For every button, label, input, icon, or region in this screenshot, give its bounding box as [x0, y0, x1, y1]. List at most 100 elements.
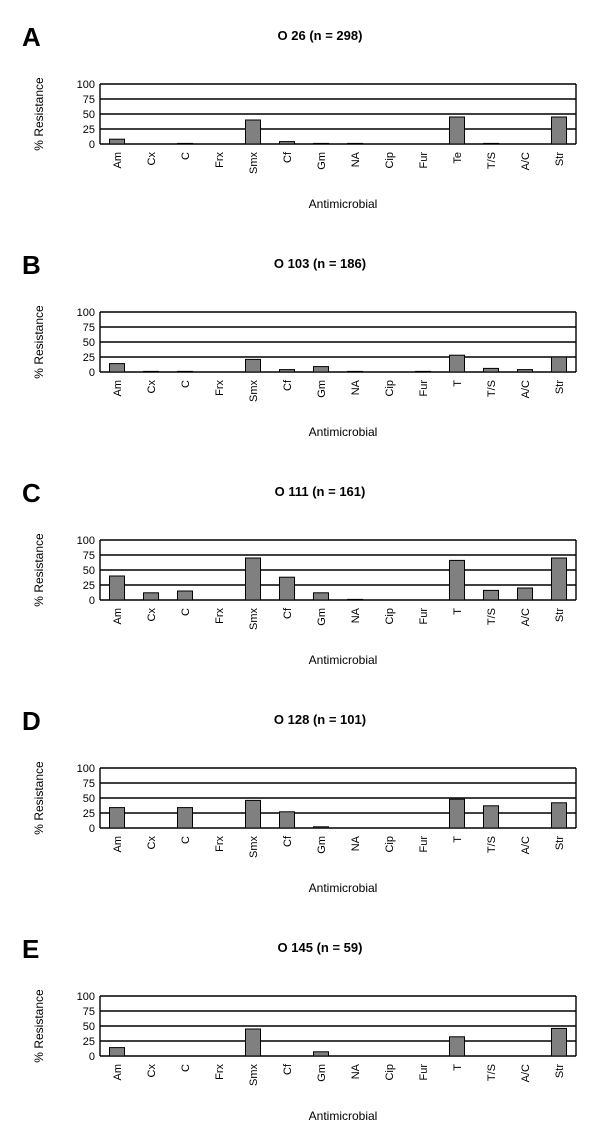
x-tick-label: Cip — [384, 836, 396, 853]
y-tick-label: 25 — [83, 124, 95, 136]
panel-b: B O 103 (n = 186) 0 25 50 75 100 Am Cx C Frx Smx C… — [0, 250, 600, 460]
bar — [279, 576, 295, 601]
x-tick-label: Fur — [418, 836, 430, 853]
x-tick-label: Frx — [214, 608, 226, 624]
x-tick-label: Gm — [316, 152, 328, 170]
bar — [177, 590, 193, 601]
y-tick-label: 50 — [83, 793, 95, 805]
x-tick-label: A/C — [520, 380, 532, 398]
bar — [313, 592, 329, 601]
x-tick-label: NA — [350, 835, 362, 851]
x-tick-label: Am — [112, 380, 124, 397]
x-tick-label: Cip — [384, 380, 396, 397]
x-tick-label: Cip — [384, 152, 396, 169]
y-tick-label: 0 — [89, 823, 95, 835]
bar — [109, 138, 125, 145]
x-tick-label: Frx — [214, 152, 226, 168]
x-tick-label: C — [180, 836, 192, 844]
x-tick-label: Frx — [214, 380, 226, 396]
panel-d: D O 128 (n = 101) 0 25 50 75 100 Am Cx C Frx Smx C… — [0, 706, 600, 916]
y-axis-label: % Resistance — [32, 77, 46, 151]
bar — [551, 557, 567, 601]
x-tick-label: Am — [112, 836, 124, 853]
y-tick-label: 50 — [83, 109, 95, 121]
bar — [177, 807, 193, 829]
x-tick-label: Cf — [282, 151, 294, 163]
panel-a: A O 26 (n = 298) 0 25 50 75 100 Am Cx C Frx Smx Cf… — [0, 22, 600, 232]
bar — [483, 142, 499, 145]
x-tick-label: A/C — [520, 152, 532, 170]
x-tick-label: NA — [350, 379, 362, 395]
x-tick-label: Am — [112, 1064, 124, 1081]
bar-chart: 0 25 50 75 100 Am Cx C Frx Smx Cf Gm NA Cip Fur T T/S A/C… — [32, 989, 577, 1123]
x-tick-label: T/S — [486, 1064, 498, 1081]
bar — [517, 369, 533, 373]
x-tick-label: Cx — [146, 608, 158, 622]
x-tick-label: C — [180, 1064, 192, 1072]
x-tick-label: Smx — [248, 380, 260, 403]
x-tick-label: A/C — [520, 1064, 532, 1082]
x-tick-label: T/S — [486, 836, 498, 853]
x-axis-label: Antimicrobial — [309, 197, 378, 211]
x-tick-label: Am — [112, 608, 124, 625]
panel-e: E O 145 (n = 59) 0 25 50 75 100 Am Cx C Frx Smx Cf… — [0, 934, 600, 1144]
panel-c: C O 111 (n = 161) 0 25 50 75 100 Am Cx C Frx Smx C… — [0, 478, 600, 688]
bar — [109, 807, 125, 829]
bar — [245, 119, 261, 145]
y-tick-label: 50 — [83, 1021, 95, 1033]
bar-chart: 0 25 50 75 100 Am Cx C Frx Smx Cf Gm NA Cip Fur Te T/S A/… — [32, 77, 577, 211]
x-tick-label: A/C — [520, 608, 532, 626]
x-tick-label: Smx — [248, 836, 260, 859]
x-tick-label: T — [452, 608, 464, 615]
panel-label: E — [22, 934, 40, 964]
x-tick-label: Gm — [316, 1064, 328, 1082]
y-axis-label: % Resistance — [32, 533, 46, 607]
x-tick-label: Smx — [248, 1064, 260, 1087]
bar-chart: 0 25 50 75 100 Am Cx C Frx Smx Cf Gm NA Cip Fur T T/S A/C… — [32, 761, 577, 895]
x-tick-label: Fur — [418, 1064, 430, 1081]
x-tick-label: C — [180, 152, 192, 160]
y-tick-label: 25 — [83, 352, 95, 364]
bar — [449, 559, 465, 601]
x-tick-label: Te — [452, 152, 464, 164]
x-tick-label: NA — [350, 151, 362, 167]
bar — [279, 811, 295, 829]
bar — [313, 826, 329, 829]
bar — [449, 798, 465, 829]
x-tick-label: Str — [554, 380, 566, 394]
x-tick-label: Frx — [214, 836, 226, 852]
bar — [245, 358, 261, 373]
x-tick-label: A/C — [520, 836, 532, 854]
panel-label: B — [22, 250, 41, 280]
panel-label: A — [22, 22, 41, 52]
bar — [551, 802, 567, 829]
y-tick-label: 75 — [83, 322, 95, 334]
chart-title: O 111 (n = 161) — [274, 484, 366, 499]
x-tick-label: NA — [350, 1063, 362, 1079]
x-tick-label: Str — [554, 152, 566, 166]
x-tick-label: Fur — [418, 380, 430, 397]
x-tick-label: Fur — [418, 608, 430, 625]
y-tick-label: 100 — [77, 763, 95, 775]
bar — [449, 354, 465, 373]
chart-title: O 145 (n = 59) — [277, 940, 363, 955]
x-tick-label: Cf — [282, 607, 294, 619]
x-tick-label: T/S — [486, 380, 498, 397]
bar — [551, 1027, 567, 1057]
y-tick-label: 25 — [83, 808, 95, 820]
x-tick-label: Cx — [146, 152, 158, 166]
x-tick-label: Cf — [282, 835, 294, 847]
x-tick-label: Str — [554, 1064, 566, 1078]
bar-chart: 0 25 50 75 100 Am Cx C Frx Smx Cf Gm NA Cip Fur T T/S A/C… — [32, 305, 577, 439]
x-axis-label: Antimicrobial — [309, 653, 378, 667]
y-tick-label: 100 — [77, 535, 95, 547]
panel-label: C — [22, 478, 41, 508]
x-tick-label: Am — [112, 152, 124, 169]
y-tick-label: 0 — [89, 595, 95, 607]
bar-chart: 0 25 50 75 100 Am Cx C Frx Smx Cf Gm NA Cip Fur T T/S A/C… — [32, 533, 577, 667]
x-tick-label: Cx — [146, 836, 158, 850]
bar — [313, 142, 329, 145]
y-tick-label: 75 — [83, 778, 95, 790]
bar — [449, 116, 465, 145]
bar — [313, 366, 329, 373]
